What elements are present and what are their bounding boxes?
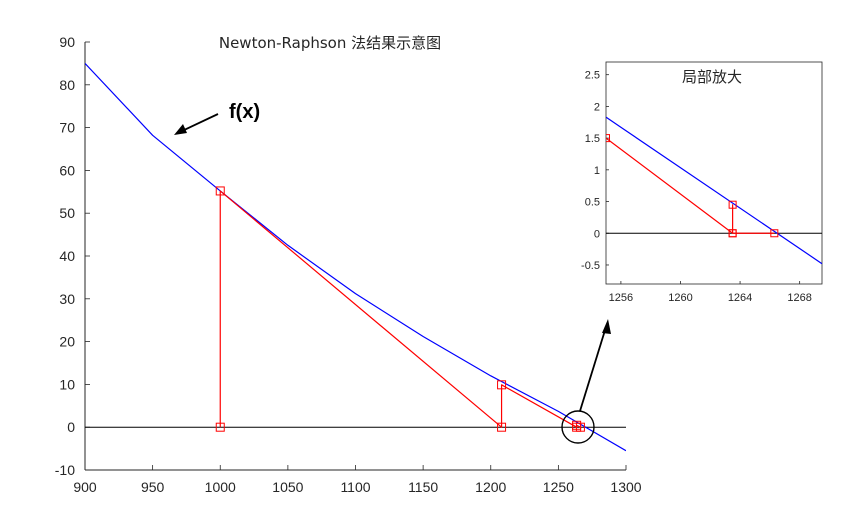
main-y-tick-label: -10 xyxy=(55,462,75,478)
main-iteration-marker xyxy=(497,422,507,432)
inset-plot: 1256 1260 1264 1268 -0.5 0 0.5 1 1.5 2 2.5 xyxy=(581,61,823,304)
main-x-tick-label: 1050 xyxy=(272,479,303,495)
main-x-tick-label: 1150 xyxy=(408,479,438,495)
main-x-tick-label: 1100 xyxy=(340,479,370,495)
inset-iteration-marker xyxy=(728,229,737,238)
fx-arrow xyxy=(181,113,219,132)
main-x-tick-label: 950 xyxy=(141,479,165,495)
inset-y-tick-label: 1 xyxy=(594,165,600,177)
inset-y-tick-label: 2.5 xyxy=(585,70,600,82)
main-plot: 900 950 1000 1050 1100 1150 1200 1250 1300-10010… xyxy=(55,34,642,495)
main-chart-title: Newton-Raphson 法结果示意图 xyxy=(219,34,441,52)
main-x-tick-label: 1000 xyxy=(205,479,236,495)
inset-iteration-marker xyxy=(728,200,737,209)
main-y-tick-label: 30 xyxy=(59,291,75,307)
main-y-tick-label: 0 xyxy=(67,419,75,435)
main-x-tick-label: 1300 xyxy=(610,479,641,495)
inset-y-tick-label: 0.5 xyxy=(585,197,600,209)
main-iteration-marker xyxy=(215,186,225,196)
inset-iteration-marker xyxy=(606,134,610,143)
main-iteration-marker xyxy=(215,422,225,432)
inset-x-tick-label: 1260 xyxy=(668,292,692,304)
inset-axes-box xyxy=(605,61,823,285)
inset-x-tick-label: 1264 xyxy=(728,292,752,304)
fx-arrowhead xyxy=(174,124,187,135)
inset-y-tick-label: 1.5 xyxy=(585,133,600,145)
main-y-tick-label: 50 xyxy=(59,205,75,221)
main-y-tick-label: 60 xyxy=(59,162,75,178)
fx-label: f(x) xyxy=(229,101,260,123)
zoom-circle xyxy=(561,410,595,444)
zoom-arrow xyxy=(579,326,607,412)
inset-x-tick-label: 1256 xyxy=(609,292,633,304)
main-y-tick-label: 40 xyxy=(59,248,75,264)
main-y-tick-label: 10 xyxy=(59,376,75,392)
main-annotations: f(x) xyxy=(174,101,611,444)
inset-x-tick-label: 1268 xyxy=(787,292,811,304)
main-y-tick-label: 80 xyxy=(59,77,75,93)
main-x-tick-label: 1200 xyxy=(475,479,506,495)
main-iteration-marker xyxy=(575,422,585,432)
inset-data xyxy=(606,116,822,265)
inset-y-tick-label: 0 xyxy=(594,228,600,240)
main-data xyxy=(85,62,626,452)
main-x-tick-label: 1250 xyxy=(543,479,574,495)
inset-y-tick-label: 2 xyxy=(594,101,600,113)
main-iteration-line xyxy=(219,190,581,428)
inset-chart-title: 局部放大 xyxy=(682,68,742,86)
zoom-arrowhead xyxy=(602,319,611,334)
inset-y-tick-label: -0.5 xyxy=(581,260,600,272)
main-fx-curve-line xyxy=(85,62,626,452)
inset-fx-curve-line xyxy=(606,116,822,265)
main-y-tick-label: 90 xyxy=(59,34,75,50)
inset-iteration-marker xyxy=(770,229,779,238)
inset-iteration-line xyxy=(606,137,775,234)
main-y-tick-label: 20 xyxy=(59,334,75,350)
main-y-tick-label: 70 xyxy=(59,120,75,136)
main-x-tick-label: 900 xyxy=(73,479,97,495)
main-iteration-marker xyxy=(497,380,507,390)
